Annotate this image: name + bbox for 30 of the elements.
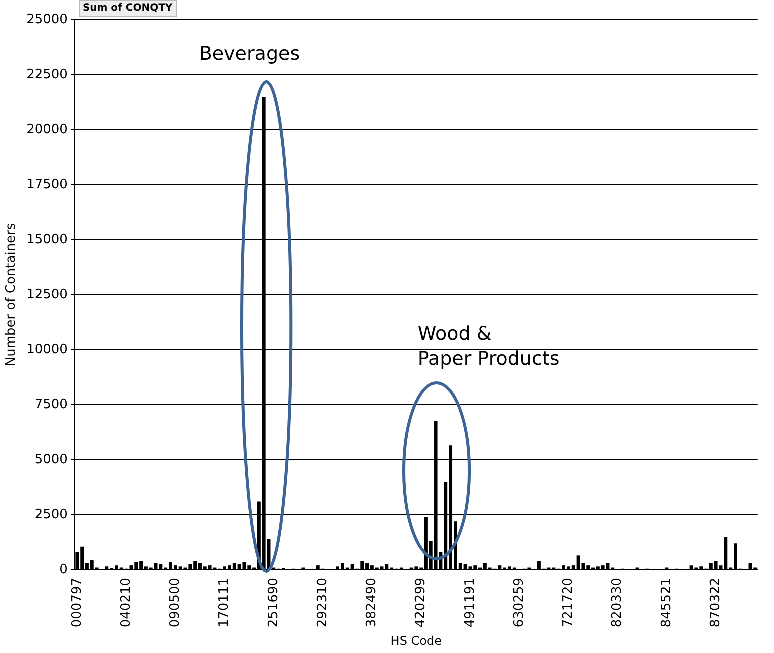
x-tick-label: 420299 (414, 578, 429, 628)
x-tick-label: 382490 (364, 578, 380, 628)
annotation: Beverages (199, 42, 300, 67)
y-tick-label: 10000 (26, 342, 68, 358)
x-tick-label: 870322 (708, 578, 724, 628)
y-tick-label: 7500 (34, 397, 68, 412)
y-tick-label: 15000 (26, 232, 68, 248)
y-tick-label: 25000 (26, 12, 68, 28)
x-tick-label: 845521 (659, 578, 674, 628)
x-tick-label: 090500 (168, 578, 184, 628)
y-tick-label: 12500 (26, 287, 68, 302)
x-axis-title: HS Code (390, 634, 442, 648)
y-tick-label: 17500 (26, 177, 68, 192)
y-tick-label: 0 (60, 562, 68, 578)
y-axis-title: Number of Containers (4, 223, 20, 367)
annotation: Wood & Paper Products (418, 322, 560, 372)
x-tick-label: 292310 (315, 578, 330, 628)
x-tick-label: 721720 (561, 578, 576, 628)
x-tick-label: 170111 (217, 578, 232, 628)
x-tick-label: 630259 (512, 578, 527, 628)
x-tick-label: 000797 (70, 578, 85, 628)
y-tick-label: 22500 (26, 67, 68, 82)
x-tick-label: 251690 (266, 578, 282, 628)
y-tick-label: 2500 (34, 507, 68, 522)
x-tick-label: 491191 (462, 578, 478, 628)
x-tick-label: 820330 (610, 578, 626, 628)
text: Sum of CONQTY (78, 0, 177, 17)
x-tick-label: 040210 (118, 578, 134, 628)
y-tick-label: 5000 (34, 452, 68, 468)
y-tick-label: 20000 (26, 122, 68, 138)
